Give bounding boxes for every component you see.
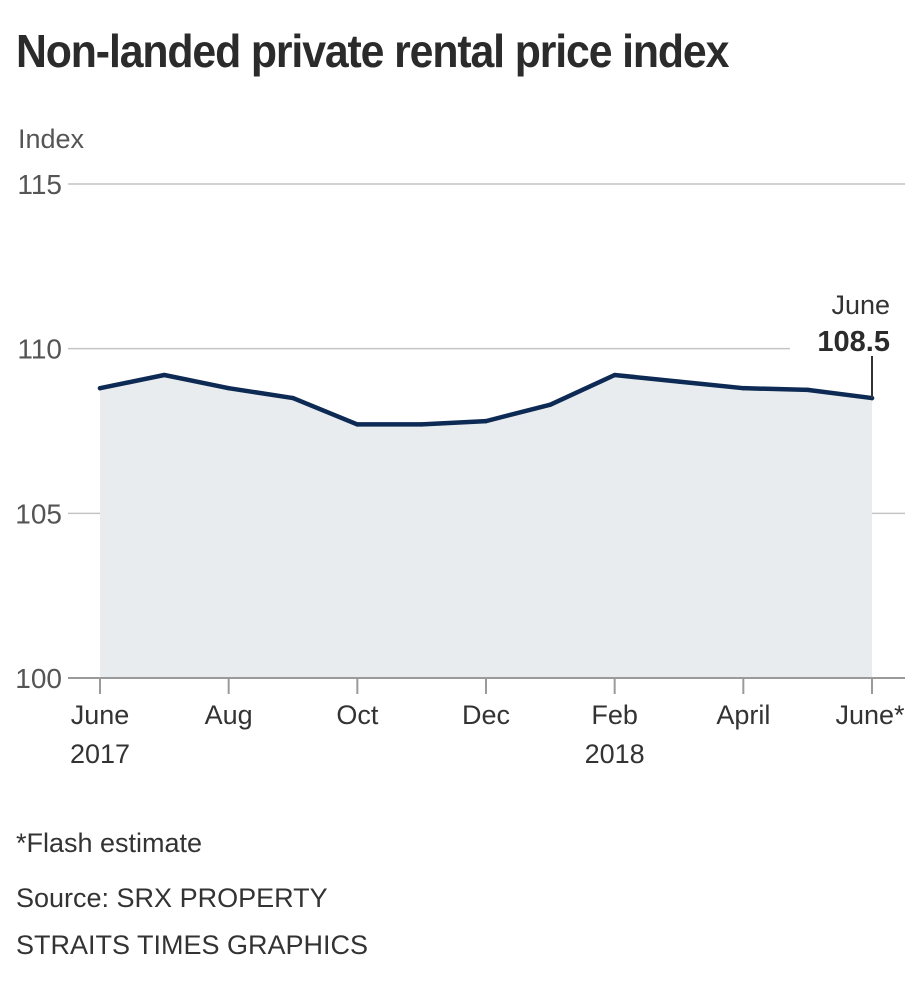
data-point — [355, 422, 360, 427]
data-point — [612, 372, 617, 378]
data-point — [162, 372, 167, 378]
x-tick-label: Dec — [462, 700, 510, 730]
x-axis: June 2017 Aug Oct Dec Feb 2018 April June* — [68, 677, 905, 769]
y-tick-label: 110 — [17, 334, 62, 365]
annotation-value: 108.5 — [817, 326, 890, 358]
data-point — [483, 418, 489, 424]
x-tick-sublabel: 2018 — [585, 739, 645, 769]
y-tick-label: 105 — [15, 498, 62, 529]
x-tick-label: June — [71, 700, 130, 730]
data-point — [741, 385, 746, 391]
x-tick-label: Oct — [336, 700, 379, 730]
data-point — [548, 402, 553, 407]
source: Source: SRX PROPERTY — [16, 883, 328, 913]
chart-title: Non-landed private rental price index — [16, 25, 729, 77]
x-tick-label: Aug — [205, 700, 253, 730]
y-axis-label: Index — [18, 124, 85, 154]
data-point — [676, 379, 682, 384]
y-ticks: 100 105 110 115 — [15, 169, 62, 694]
data-point — [226, 385, 231, 391]
x-tick-sublabel: 2017 — [70, 739, 130, 769]
annotation-month: June — [831, 290, 890, 320]
y-tick-label: 115 — [17, 169, 62, 200]
data-point — [97, 385, 103, 391]
footnote: *Flash estimate — [16, 828, 203, 858]
credit: STRAITS TIMES GRAPHICS — [16, 930, 369, 960]
x-tick-label: April — [716, 700, 770, 730]
data-points — [97, 372, 875, 427]
x-tick-label: Feb — [591, 700, 638, 730]
data-point — [419, 422, 424, 427]
y-tick-label: 100 — [15, 663, 62, 694]
area-fill — [100, 375, 872, 678]
data-point — [290, 395, 296, 401]
data-point — [805, 387, 810, 393]
x-tick-label: June* — [835, 700, 905, 730]
annotation: June 108.5 — [817, 290, 890, 399]
